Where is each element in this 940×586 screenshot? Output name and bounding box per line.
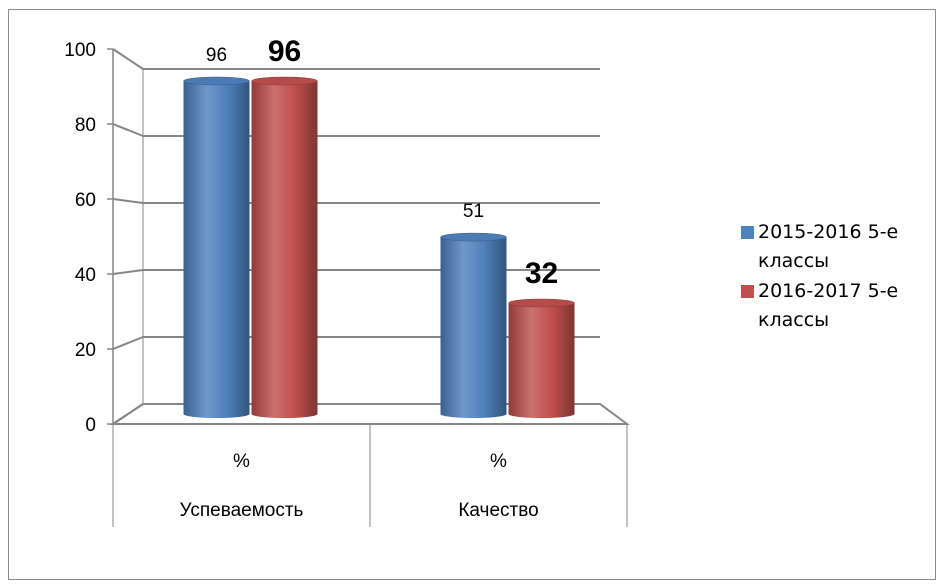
side-gridline-80	[112, 123, 144, 137]
x-tick-label-2-line-1: %	[490, 451, 507, 472]
y-tick-label-20: 20	[75, 340, 96, 361]
bar-body-2-2	[508, 303, 575, 418]
side-gridline-100	[112, 48, 144, 70]
bar-top-2-1	[251, 76, 318, 86]
legend-label-series-2-line-1: 2016-2017 5-е	[758, 280, 899, 302]
side-gridline-60	[112, 198, 144, 204]
x-tick-label-1-line-1: %	[233, 451, 250, 472]
legend-swatch-series-2	[741, 285, 754, 298]
bar-body-1-2	[440, 237, 507, 418]
data-label-1-2: 51	[463, 201, 484, 222]
y-tick-label-80: 80	[75, 115, 96, 136]
legend-item-series-2: 2016-2017 5-е классы	[741, 277, 936, 335]
x-tick-label-2-line-2: Качество	[458, 500, 538, 521]
bar-top-2-2	[508, 298, 575, 308]
y-tick-label-0: 0	[85, 415, 96, 436]
bar-top-1-2	[440, 232, 507, 242]
bar-body-2-1	[251, 81, 318, 418]
bar-2-1	[251, 76, 318, 418]
x-tick-label-1-line-2: Успеваемость	[180, 500, 304, 521]
legend: 2015-2016 5-е классы 2016-2017 5-е класс…	[741, 218, 936, 336]
data-label-2-2: 32	[525, 257, 558, 290]
y-tick-label-100: 100	[64, 40, 96, 61]
data-label-2-1: 96	[268, 35, 301, 68]
legend-swatch-series-1	[741, 226, 754, 239]
side-gridline-20	[112, 336, 144, 350]
bar-top-1-1	[183, 76, 250, 86]
legend-label-series-2-line-2: классы	[758, 309, 830, 331]
data-label-1-1: 96	[206, 45, 227, 66]
bar-body-1-1	[183, 81, 250, 418]
bar-1-2	[440, 232, 507, 418]
bar-1-1	[183, 76, 250, 418]
legend-label-series-1-line-2: классы	[758, 250, 830, 272]
legend-item-series-1: 2015-2016 5-е классы	[741, 218, 936, 276]
y-tick-label-40: 40	[75, 265, 96, 286]
y-tick-label-60: 60	[75, 190, 96, 211]
bar-2-2	[508, 298, 575, 418]
legend-label-series-1-line-1: 2015-2016 5-е	[758, 221, 899, 243]
side-gridline-40	[112, 269, 144, 275]
